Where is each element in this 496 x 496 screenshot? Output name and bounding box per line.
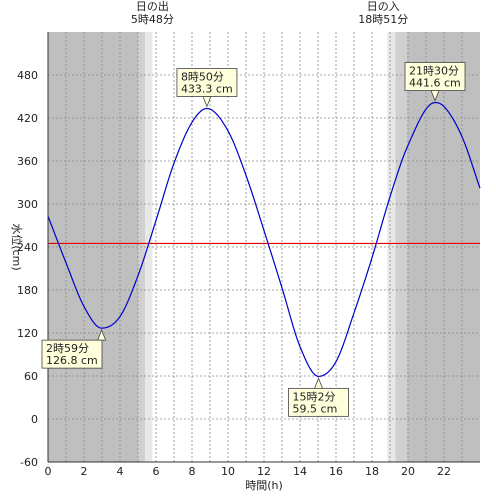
twilight-band-evening-light [387, 32, 396, 462]
y-tick-label: 480 [17, 69, 38, 82]
y-tick-label: 420 [17, 112, 38, 125]
x-tick-label: 10 [221, 465, 235, 478]
x-axis-label: 時間(h) [245, 479, 283, 492]
annotation-time: 15時2分 [293, 390, 336, 403]
x-tick-label: 0 [45, 465, 52, 478]
x-tick-label: 8 [189, 465, 196, 478]
tide-curve [47, 101, 481, 377]
y-tick-label: 0 [31, 413, 38, 426]
tide-curve-group [47, 101, 481, 377]
sunrise-time-label: 5時48分 [131, 13, 174, 26]
x-tick-label: 4 [117, 465, 124, 478]
sunset-time-label: 18時51分 [358, 13, 408, 26]
y-tick-label: 240 [17, 241, 38, 254]
annotation-value: 59.5 cm [293, 402, 338, 415]
annotation-box [176, 68, 238, 97]
annotation-time: 21時30分 [409, 65, 459, 78]
y-tick-label: 120 [17, 327, 38, 340]
sun-labels: 日の出 5時48分 日の入 18時51分 [131, 0, 408, 26]
y-tick-label: 180 [17, 284, 38, 297]
y-tick-label: 360 [17, 155, 38, 168]
night-band-evening [407, 32, 480, 462]
x-tick-label: 18 [365, 465, 379, 478]
annotation-time: 2時59分 [46, 342, 89, 355]
axes [47, 32, 480, 463]
x-tick-label: 20 [401, 465, 415, 478]
tick-labels: 0 2 4 6 8 10 12 14 16 18 20 22 -60 0 60 120 180 240 300 360… [17, 69, 451, 478]
annotation-value: 433.3 cm [181, 82, 233, 95]
sunrise-label: 日の出 [136, 0, 169, 13]
y-axis-label: 水位(cm) [10, 223, 24, 270]
x-tick-label: 6 [153, 465, 160, 478]
sunset-label: 日の入 [367, 0, 400, 13]
x-tick-label: 22 [437, 465, 451, 478]
y-tick-label: -60 [20, 456, 38, 469]
annotation-box [288, 387, 349, 417]
x-tick-label: 14 [293, 465, 307, 478]
annotation-box [41, 339, 103, 369]
grid [48, 32, 480, 462]
x-tick-label: 16 [329, 465, 343, 478]
annotation-box [404, 62, 466, 91]
x-tick-label: 12 [257, 465, 271, 478]
x-tick-label: 2 [81, 465, 88, 478]
y-tick-label: 300 [17, 198, 38, 211]
annotation-value: 441.6 cm [409, 77, 461, 90]
annotation-time: 8時50分 [181, 70, 224, 83]
y-tick-label: 60 [24, 370, 38, 383]
annotation-value: 126.8 cm [46, 354, 98, 367]
